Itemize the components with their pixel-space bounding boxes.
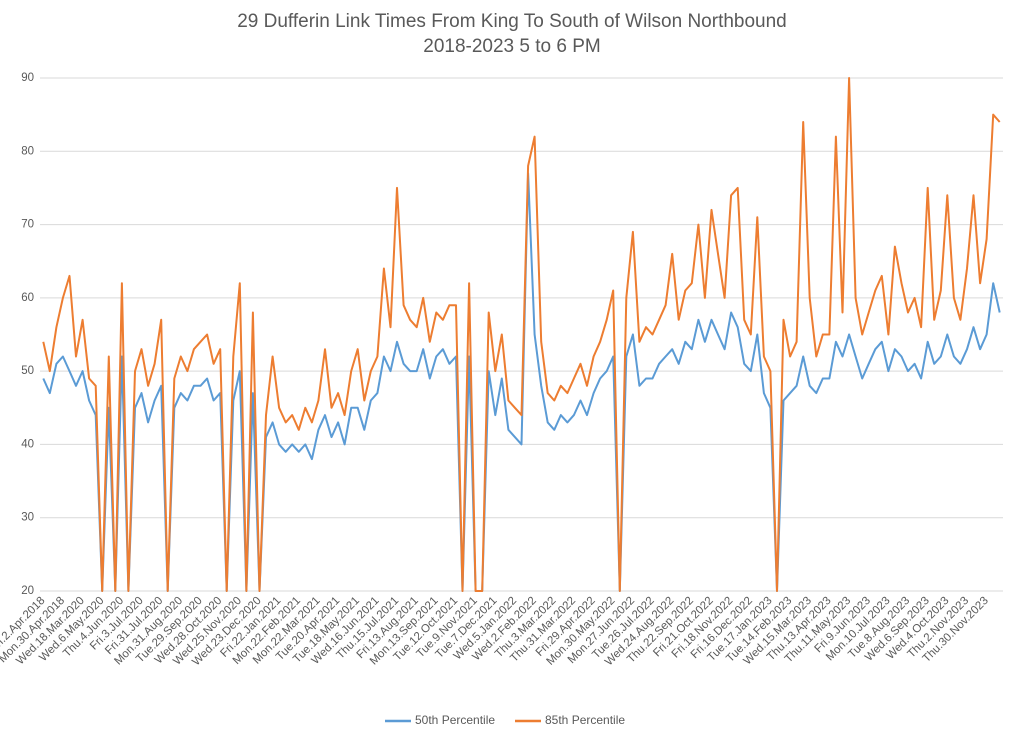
y-tick-label: 80 bbox=[21, 145, 34, 157]
legend-label: 50th Percentile bbox=[415, 713, 495, 727]
series-line bbox=[42, 77, 1001, 592]
y-tick-label: 30 bbox=[21, 512, 34, 524]
y-tick-label: 70 bbox=[21, 219, 34, 231]
chart-title: 29 Dufferin Link Times From King To Sout… bbox=[237, 11, 787, 32]
y-tick-label: 40 bbox=[21, 438, 34, 450]
y-tick-label: 60 bbox=[21, 292, 34, 304]
y-tick-label: 50 bbox=[21, 365, 34, 377]
y-tick-label: 90 bbox=[21, 72, 34, 84]
y-tick-label: 20 bbox=[21, 585, 34, 597]
legend-label: 85th Percentile bbox=[545, 713, 625, 727]
chart-subtitle: 2018-2023 5 to 6 PM bbox=[423, 36, 600, 57]
series-line bbox=[42, 172, 1001, 592]
